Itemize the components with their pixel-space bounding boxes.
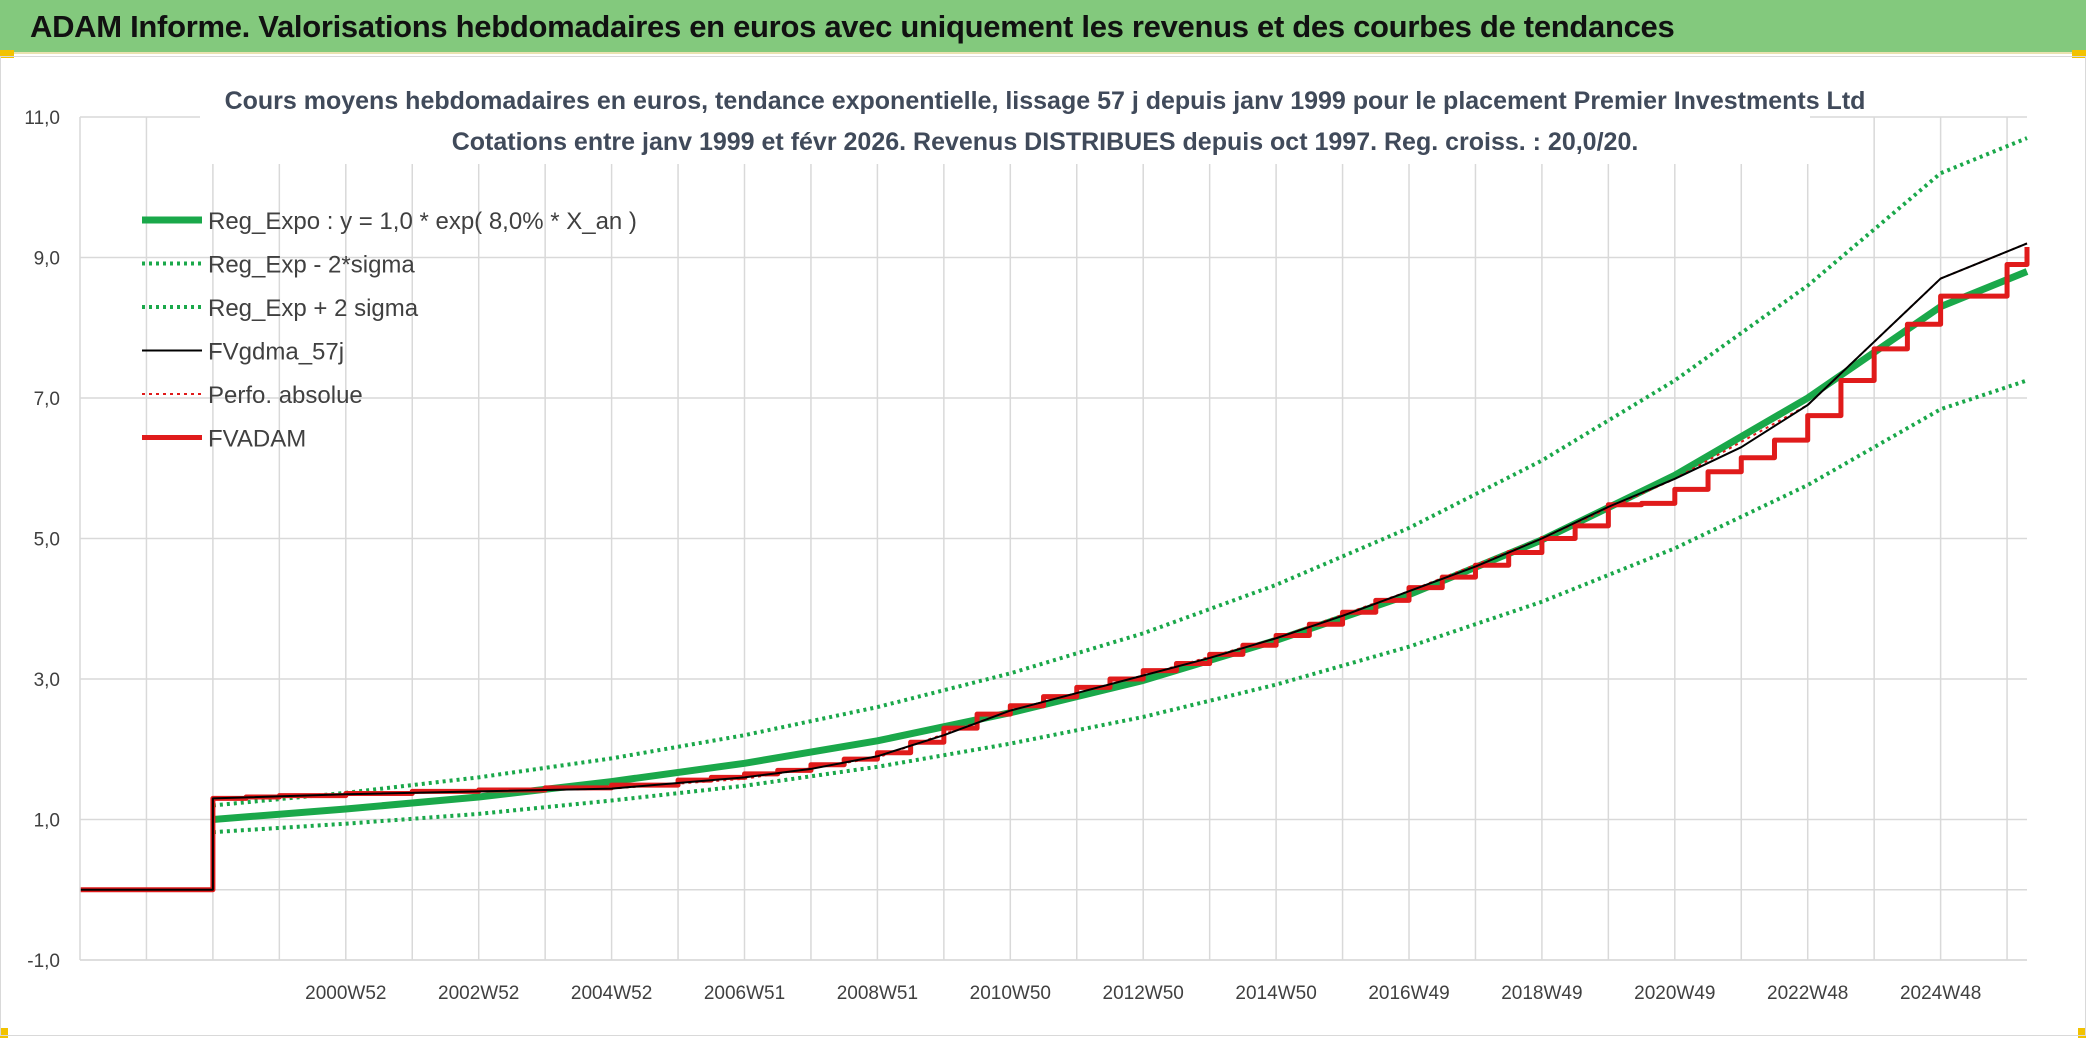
y-tick-label: -1,0	[27, 951, 60, 972]
y-tick-label: 9,0	[34, 249, 60, 270]
grid	[80, 116, 2027, 961]
series-line-3	[80, 242, 2028, 891]
x-tick-label: 2006W51	[704, 983, 785, 1004]
corner-marker-bottom-left	[0, 1028, 8, 1038]
x-tick-label: 2000W52	[305, 983, 386, 1004]
legend-label: Perfo. absolue	[208, 382, 363, 409]
legend-label: Reg_Exp + 2 sigma	[208, 295, 419, 322]
report-banner: ADAM Informe. Valorisations hebdomadaire…	[0, 0, 2086, 54]
y-tick-label: 5,0	[34, 530, 60, 551]
legend: Reg_Expo : y = 1,0 * exp( 8,0% * X_an ) R…	[142, 208, 637, 453]
series-line-2	[212, 136, 2028, 808]
series-line-0	[212, 268, 2029, 823]
legend-label: Reg_Exp - 2*sigma	[208, 252, 415, 279]
x-tick-label: 2002W52	[438, 983, 519, 1004]
series-layer	[80, 136, 2030, 893]
corner-marker-bottom-right	[2078, 1028, 2086, 1038]
corner-marker-top-left	[0, 50, 14, 58]
x-tick-label: 2014W50	[1235, 983, 1316, 1004]
legend-label: FVADAM	[208, 426, 306, 453]
series-line-5	[80, 246, 2030, 893]
report-title: ADAM Informe. Valorisations hebdomadaire…	[30, 9, 1675, 44]
y-tick-label: 7,0	[34, 389, 60, 410]
x-tick-label: 2012W50	[1103, 983, 1184, 1004]
x-tick-label: 2010W50	[970, 983, 1051, 1004]
x-tick-label: 2008W51	[837, 983, 918, 1004]
chart-subtitle: Cotations entre janv 1999 et févr 2026. …	[452, 128, 1639, 156]
x-tick-label: 2024W48	[1900, 983, 1981, 1004]
x-tick-label: 2004W52	[571, 983, 652, 1004]
x-tick-label: 2016W49	[1368, 983, 1449, 1004]
title-background	[200, 88, 1810, 164]
axes: -1,0 1,0 3,0 5,0 7,0 9,0 11,0 2000W52 2002W52 200…	[24, 108, 2027, 1004]
y-tick-label: 1,0	[34, 811, 60, 832]
chart-title: Cours moyens hebdomadaires en euros, ten…	[225, 87, 1866, 115]
x-tick-label: 2018W49	[1501, 983, 1582, 1004]
legend-label: FVgdma_57j	[208, 339, 344, 366]
x-tick-label: 2022W48	[1767, 983, 1848, 1004]
corner-marker-top-right	[2072, 50, 2086, 58]
y-tick-label: 3,0	[34, 670, 60, 691]
legend-label: Reg_Expo : y = 1,0 * exp( 8,0% * X_an )	[208, 208, 637, 235]
x-tick-label: 2020W49	[1634, 983, 1715, 1004]
y-tick-label: 11,0	[24, 108, 60, 129]
series-line-1	[212, 378, 2028, 835]
